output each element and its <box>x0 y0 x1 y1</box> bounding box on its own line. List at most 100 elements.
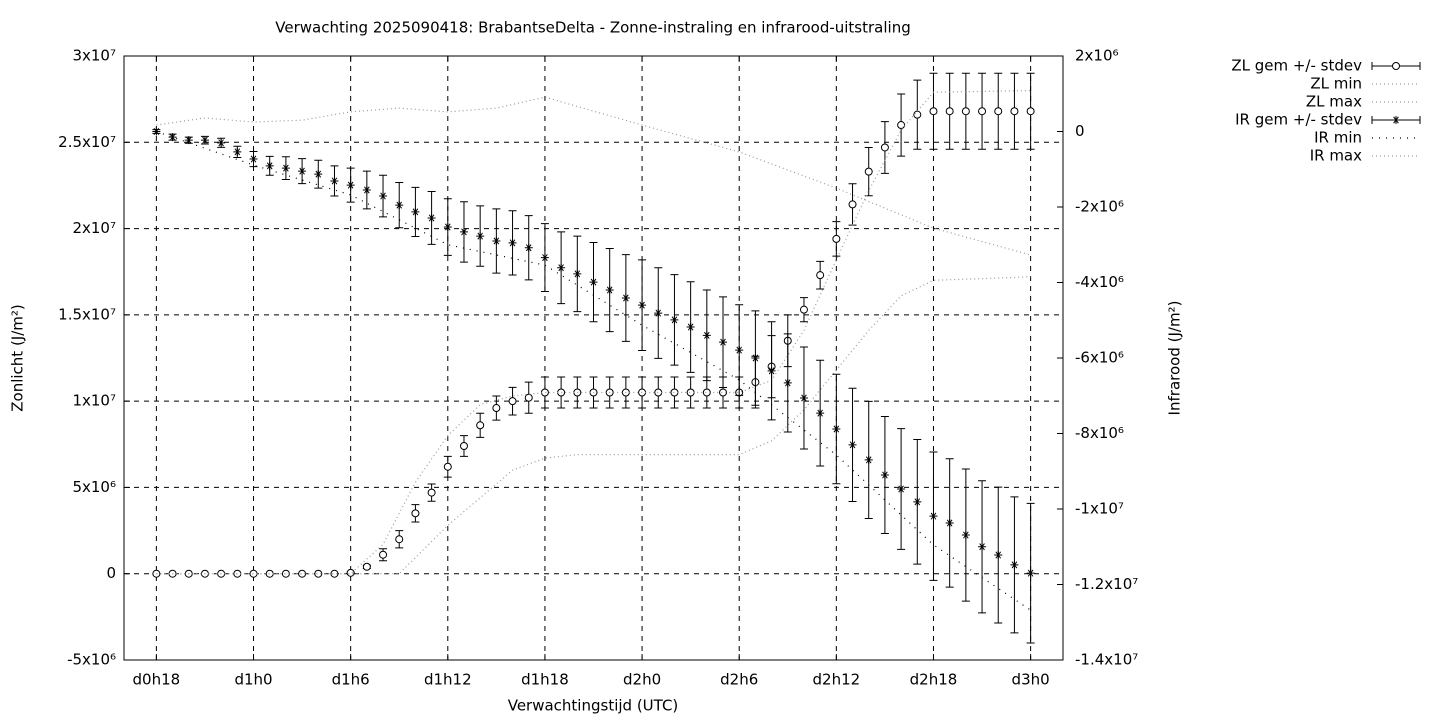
marker <box>816 409 825 418</box>
y2-tick-label: -4x10⁶ <box>1075 273 1124 291</box>
marker <box>411 509 420 518</box>
marker <box>654 388 663 397</box>
x-tick-label: d1h0 <box>234 671 272 689</box>
marker <box>443 462 452 471</box>
marker <box>395 201 404 210</box>
y-tick-label: 1.5x10⁷ <box>58 305 116 323</box>
x-tick-label: d1h6 <box>332 671 370 689</box>
marker <box>524 393 533 402</box>
marker <box>346 181 355 190</box>
marker <box>298 167 307 176</box>
marker <box>848 200 857 209</box>
marker <box>298 569 307 578</box>
marker <box>249 155 258 164</box>
y-tick-label: 1x10⁷ <box>72 392 116 410</box>
marker <box>719 338 728 347</box>
marker <box>557 388 566 397</box>
marker <box>265 569 274 578</box>
marker <box>168 133 177 142</box>
marker <box>233 147 242 156</box>
marker <box>573 269 582 278</box>
marker <box>395 535 404 544</box>
x-tick-label: d2h6 <box>720 671 758 689</box>
y-tick-label: -5x10⁶ <box>67 651 116 669</box>
marker <box>152 127 161 136</box>
marker <box>427 488 436 497</box>
legend-label: ZL max <box>1306 93 1362 111</box>
y2-tick-label: 2x10⁶ <box>1075 47 1119 65</box>
marker <box>978 542 987 551</box>
x-tick-label: d2h12 <box>813 671 861 689</box>
marker <box>1026 107 1035 116</box>
marker <box>799 305 808 314</box>
marker <box>864 167 873 176</box>
marker <box>702 388 711 397</box>
x-tick-label: d2h0 <box>623 671 661 689</box>
marker <box>994 551 1003 560</box>
marker <box>783 378 792 387</box>
marker <box>751 354 760 362</box>
y2-tick-label: -6x10⁶ <box>1075 349 1124 367</box>
marker <box>735 346 744 355</box>
marker <box>379 192 388 201</box>
y2-tick-label: 0 <box>1075 122 1085 140</box>
x-tick-label: d1h18 <box>521 671 569 689</box>
plot-border <box>123 55 1064 661</box>
marker <box>913 497 922 506</box>
marker <box>346 568 355 577</box>
marker <box>249 569 258 578</box>
marker <box>719 388 728 397</box>
marker <box>864 455 873 464</box>
y2-tick-label: -2x10⁶ <box>1075 198 1124 216</box>
marker <box>492 404 501 413</box>
marker <box>929 107 938 116</box>
chart-title: Verwachting 2025090418: BrabantseDelta -… <box>275 19 910 37</box>
marker <box>621 293 630 302</box>
y-axis-label: Zonlicht (J/m²) <box>9 304 27 412</box>
marker <box>217 138 226 147</box>
x-axis-label: Verwachtingstijd (UTC) <box>508 697 679 715</box>
y-tick-label: 5x10⁶ <box>72 478 116 496</box>
marker <box>200 136 209 145</box>
marker <box>961 107 970 116</box>
x-tick-label: d2h18 <box>910 671 958 689</box>
marker <box>459 442 468 451</box>
marker <box>330 569 339 578</box>
marker <box>508 397 517 406</box>
marker <box>281 164 290 173</box>
y2-tick-label: -1.2x10⁷ <box>1075 575 1138 593</box>
marker <box>945 518 954 527</box>
marker <box>281 569 290 578</box>
y2-tick-label: -1x10⁷ <box>1075 500 1124 518</box>
marker <box>540 253 549 262</box>
x-tick-label: d3h0 <box>1012 671 1050 689</box>
marker <box>362 186 371 195</box>
marker <box>978 107 987 116</box>
y2-tick-label: -8x10⁶ <box>1075 424 1124 442</box>
marker <box>654 309 663 318</box>
marker <box>670 315 679 324</box>
marker <box>362 562 371 571</box>
marker <box>443 223 452 232</box>
marker <box>379 550 388 559</box>
marker <box>476 421 485 430</box>
legend-label: ZL min <box>1310 75 1362 93</box>
marker <box>767 366 776 375</box>
marker <box>832 424 841 433</box>
marker <box>184 136 193 145</box>
legend-label: IR min <box>1314 129 1362 147</box>
marker <box>994 107 1003 116</box>
marker <box>1026 569 1035 578</box>
marker <box>265 161 274 170</box>
marker <box>589 278 598 287</box>
marker <box>492 236 501 245</box>
line <box>156 89 1031 575</box>
y-tick-label: 2.5x10⁷ <box>58 133 116 151</box>
y2-tick-label: -1.4x10⁷ <box>1075 651 1138 669</box>
marker <box>913 110 922 119</box>
legend-label: IR gem +/- stdev <box>1235 111 1362 129</box>
marker <box>799 394 808 403</box>
marker <box>880 471 889 480</box>
marker <box>524 243 533 252</box>
